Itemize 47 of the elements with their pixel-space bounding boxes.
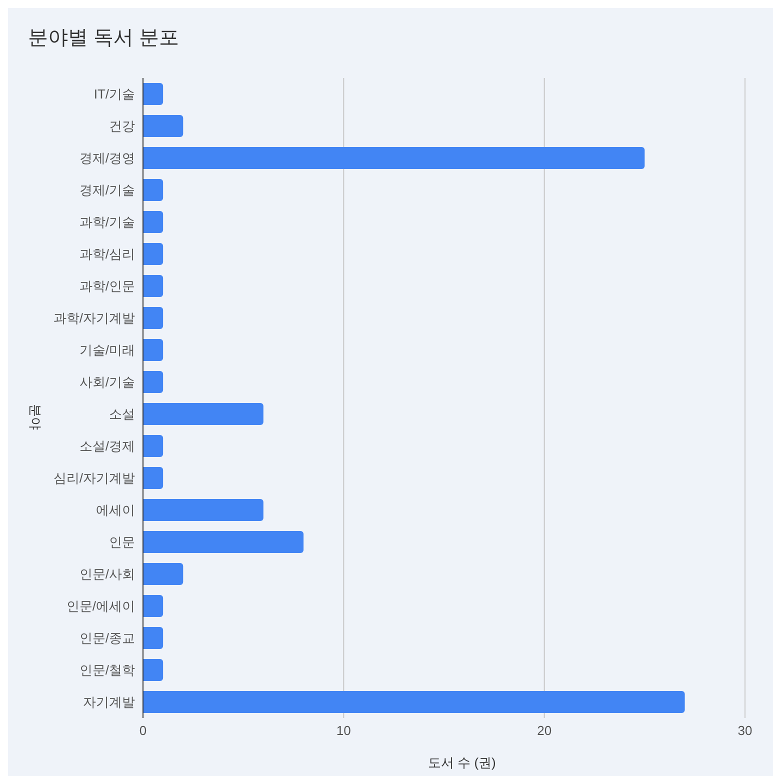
bar bbox=[143, 627, 164, 649]
y-tick-label: 사회/기술 bbox=[79, 374, 135, 390]
bar bbox=[143, 339, 164, 361]
y-tick-label: 과학/자기계발 bbox=[53, 310, 135, 326]
bar bbox=[143, 115, 184, 137]
y-tick-label: 과학/기술 bbox=[79, 214, 135, 230]
bar bbox=[143, 243, 164, 265]
bar bbox=[143, 147, 645, 169]
bar bbox=[143, 499, 264, 521]
y-tick-label: 소설 bbox=[109, 406, 135, 422]
y-tick-label: IT/기술 bbox=[94, 86, 135, 102]
bar bbox=[143, 403, 264, 425]
bar bbox=[143, 275, 164, 297]
x-tick-label: 30 bbox=[738, 723, 752, 738]
y-tick-label: 소설/경제 bbox=[79, 438, 135, 454]
y-tick-label: 경제/기술 bbox=[79, 182, 135, 198]
y-tick-label: 과학/인문 bbox=[79, 278, 135, 294]
y-tick-label: 인문/철학 bbox=[79, 662, 135, 678]
y-tick-label: 건강 bbox=[109, 118, 135, 134]
bar bbox=[143, 595, 164, 617]
bar bbox=[143, 371, 164, 393]
bar bbox=[143, 563, 184, 585]
bar bbox=[143, 83, 164, 105]
y-tick-label: 인문/종교 bbox=[79, 630, 135, 646]
bar bbox=[143, 179, 164, 201]
y-tick-label: 인문/사회 bbox=[79, 566, 135, 582]
bar bbox=[143, 691, 685, 713]
bar bbox=[143, 659, 164, 681]
y-axis-title: 분야 bbox=[27, 404, 44, 430]
chart-title: 분야별 독서 분포 bbox=[28, 26, 180, 51]
bar bbox=[143, 531, 304, 553]
bar bbox=[143, 211, 164, 233]
bar bbox=[143, 307, 164, 329]
x-tick-label: 0 bbox=[139, 723, 147, 738]
y-tick-label: 인문/에세이 bbox=[66, 598, 135, 614]
y-tick-label: 에세이 bbox=[96, 502, 135, 518]
bar bbox=[143, 467, 164, 489]
y-tick-label: 과학/심리 bbox=[79, 246, 135, 262]
y-tick-label: 인문 bbox=[109, 534, 135, 550]
x-tick-label: 10 bbox=[336, 723, 351, 738]
y-tick-label: 심리/자기계발 bbox=[53, 470, 135, 486]
y-tick-label: 기술/미래 bbox=[79, 342, 135, 358]
x-axis-title: 도서 수 (권) bbox=[428, 754, 496, 772]
x-tick-label: 20 bbox=[537, 723, 552, 738]
bar bbox=[143, 435, 164, 457]
y-tick-label: 자기계발 bbox=[83, 694, 135, 710]
y-tick-label: 경제/경영 bbox=[79, 150, 135, 166]
